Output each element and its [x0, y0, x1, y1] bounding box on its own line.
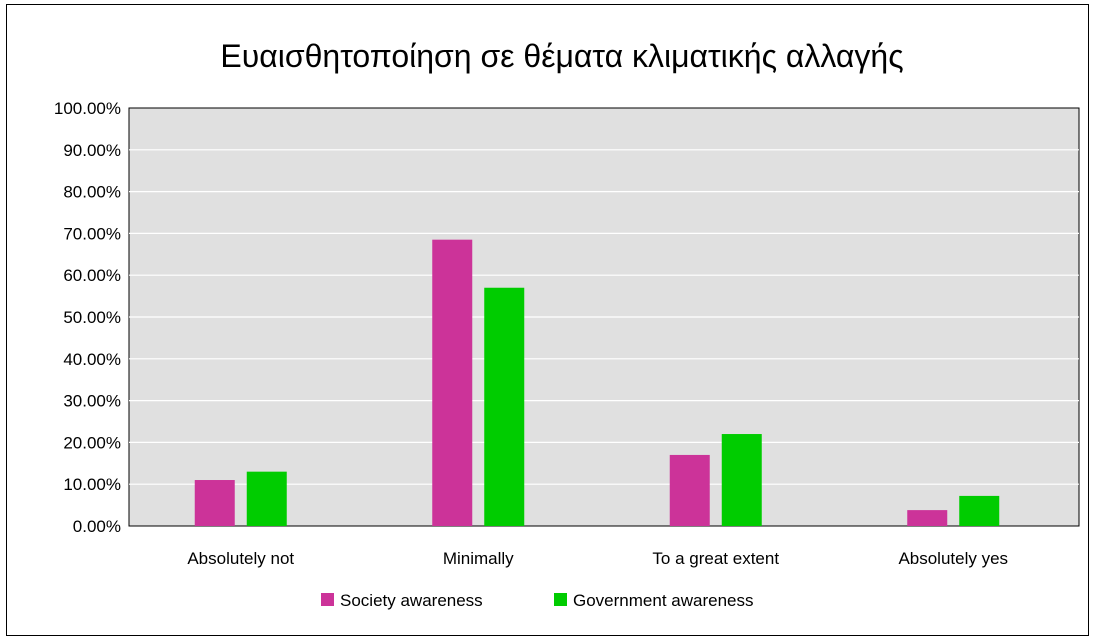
x-category-label: To a great extent — [652, 549, 779, 568]
bar-chart: Ευαισθητοποίηση σε θέματα κλιματικής αλλ… — [54, 38, 1080, 610]
bar-society-awareness — [907, 510, 948, 526]
gridlines — [129, 149, 1079, 485]
bars — [194, 239, 1000, 527]
bar-government-awareness — [484, 287, 525, 526]
y-tick-label: 10.00% — [63, 475, 121, 494]
legend-swatch — [554, 593, 567, 606]
y-tick-label: 50.00% — [63, 308, 121, 327]
y-tick-label: 0.00% — [73, 517, 121, 536]
bar-society-awareness — [669, 454, 710, 526]
bar-government-awareness — [246, 471, 287, 526]
y-tick-label: 60.00% — [63, 266, 121, 285]
legend-label: Society awareness — [340, 591, 483, 610]
y-tick-label: 80.00% — [63, 183, 121, 202]
bar-society-awareness — [432, 239, 473, 527]
legend-swatch — [321, 593, 334, 606]
y-tick-label: 40.00% — [63, 350, 121, 369]
legend: Society awareness Government awareness — [321, 591, 753, 610]
y-tick-label: 100.00% — [54, 99, 121, 118]
y-tick-label: 30.00% — [63, 392, 121, 411]
legend-label: Government awareness — [573, 591, 753, 610]
x-category-label: Absolutely yes — [898, 549, 1008, 568]
y-tick-label: 90.00% — [63, 141, 121, 160]
bar-government-awareness — [721, 434, 762, 526]
chart-container: Ευαισθητοποίηση σε θέματα κλιματικής αλλ… — [6, 4, 1089, 636]
y-axis-ticks: 0.00% 10.00% 20.00% 30.00% 40.00% 50.00% 60.00… — [54, 99, 121, 536]
chart-title: Ευαισθητοποίηση σε θέματα κλιματικής αλλ… — [220, 38, 903, 74]
bar-society-awareness — [194, 480, 235, 526]
x-axis-labels: Absolutely not Minimally To a great extent… — [187, 549, 1008, 568]
y-tick-label: 70.00% — [63, 224, 121, 243]
y-tick-label: 20.00% — [63, 433, 121, 452]
x-category-label: Minimally — [443, 549, 514, 568]
bar-government-awareness — [959, 495, 1000, 526]
x-category-label: Absolutely not — [187, 549, 294, 568]
